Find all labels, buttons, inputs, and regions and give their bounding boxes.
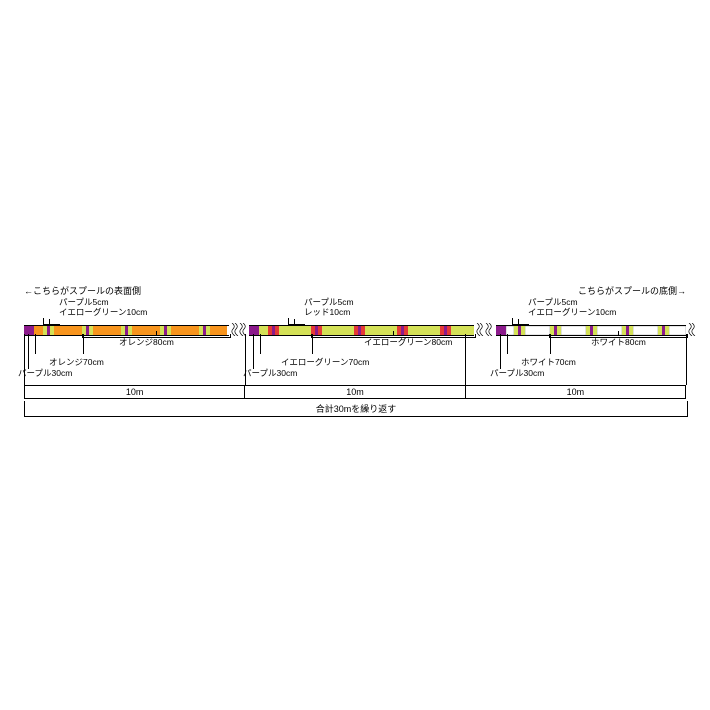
labels-above: パープル5cmイエローグリーン10cm [528, 298, 616, 318]
label: イエローグリーン10cm [528, 308, 616, 318]
break-mark [476, 323, 484, 336]
total-label: 合計30mを繰り返す [24, 401, 688, 417]
label: レッド10cm [304, 308, 354, 318]
label: ホワイト70cm [521, 358, 576, 368]
break-mark [239, 323, 247, 336]
box-10m-2: 10m [245, 385, 465, 399]
section-A: パープル5cmイエローグリーン10cmオレンジ80cmオレンジ70cmパープル3… [24, 325, 229, 336]
section-B: パープル5cmレッド10cmイエローグリーン80cmイエローグリーン70cmパー… [249, 325, 474, 336]
break-mark [688, 323, 696, 336]
labels-above: パープル5cmレッド10cm [304, 298, 354, 318]
label: イエローグリーン10cm [59, 308, 147, 318]
vertical-leader [245, 334, 246, 385]
break-mark [231, 323, 239, 336]
labels-above: パープル5cmイエローグリーン10cm [59, 298, 147, 318]
vertical-leader [686, 334, 687, 385]
header-left: ←こちらがスプールの表面側 [24, 284, 141, 297]
label: イエローグリーン70cm [281, 358, 369, 368]
section-C: パープル5cmイエローグリーン10cmホワイト80cmホワイト70cmパープル3… [496, 325, 686, 336]
vertical-leader [24, 334, 25, 385]
ten-meter-boxes: 10m 10m 10m [24, 385, 686, 399]
label: パープル30cm [18, 369, 72, 379]
label: オレンジ70cm [49, 358, 104, 368]
break-mark [485, 323, 493, 336]
vertical-leader [465, 334, 466, 385]
header-right: こちらがスプールの底側→ [578, 284, 686, 297]
label: パープル30cm [243, 369, 297, 379]
box-10m-1: 10m [24, 385, 245, 399]
label: パープル30cm [490, 369, 544, 379]
box-10m-3: 10m [466, 385, 686, 399]
